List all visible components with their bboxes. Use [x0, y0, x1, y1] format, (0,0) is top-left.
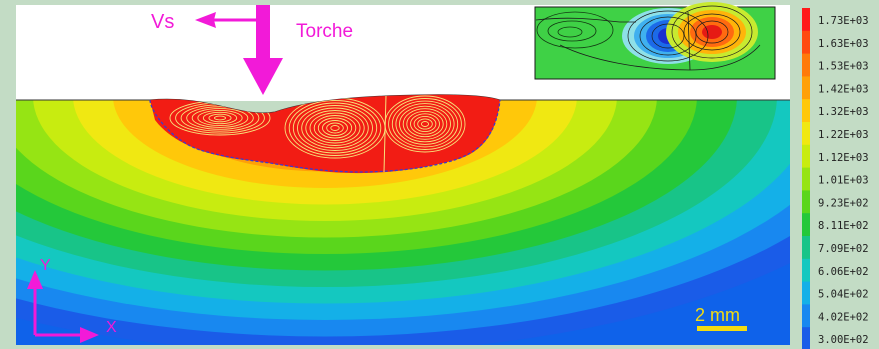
colorbar-swatch [802, 76, 810, 100]
colorbar-swatch [802, 304, 810, 328]
welding-speed-label: Vs [151, 11, 174, 33]
torch-arrow [243, 5, 283, 95]
streamline [402, 108, 448, 140]
streamline [322, 120, 348, 136]
welding-speed-arrow [195, 12, 258, 28]
scale-bar [697, 326, 747, 331]
streamline [410, 113, 440, 135]
scale-bar-label: 2 mm [695, 305, 740, 325]
streamline [420, 121, 430, 127]
colorbar-tick-label: 4.02E+02 [818, 311, 869, 323]
y-axis-label: Y [40, 257, 51, 274]
streamline [313, 115, 357, 141]
colorbar-tick-label: 6.06E+02 [818, 266, 869, 278]
colorbar-tick-label: 1.63E+03 [818, 38, 869, 50]
colorbar-tick-label: 1.42E+03 [818, 83, 869, 95]
colorbar-swatch [802, 213, 810, 237]
colorbar-tick-label: 1.32E+03 [818, 106, 869, 118]
coordinate-axes [27, 270, 99, 343]
streamline [326, 122, 344, 134]
streamline [197, 109, 243, 127]
colorbar-swatch [802, 281, 810, 305]
streamline [395, 103, 455, 145]
colorbar-swatch [802, 167, 810, 191]
torch-label: Torche [296, 21, 353, 42]
colorbar-tick-label: 1.12E+03 [818, 152, 869, 164]
streamline [292, 102, 378, 154]
streamline [388, 98, 462, 150]
inset-velocity-field [534, 2, 776, 80]
streamline [297, 105, 373, 151]
streamline [406, 110, 444, 138]
flow-streamlines [169, 95, 466, 159]
colorbar-tick-label: 7.09E+02 [818, 243, 869, 255]
streamline [202, 111, 238, 125]
flow-divider [383, 94, 387, 173]
colorbar-tick-label: 9.23E+02 [818, 197, 869, 209]
colorbar-tick-label: 5.04E+02 [818, 289, 869, 301]
streamline [391, 100, 459, 148]
streamline [288, 100, 382, 156]
temperature-colorbar: 1.73E+03 1.63E+03 1.53E+03 1.42E+03 1.32E+03… [802, 8, 869, 349]
colorbar-swatch [802, 144, 810, 169]
streamline [417, 118, 433, 130]
colorbar-swatch [802, 236, 810, 260]
colorbar-swatch [802, 8, 810, 32]
x-axis-label: X [106, 319, 117, 336]
colorbar-swatch [802, 258, 810, 283]
colorbar-swatch [802, 122, 810, 146]
streamline [186, 106, 254, 130]
colorbar-tick-label: 1.01E+03 [818, 175, 869, 187]
colorbar-tick-label: 1.22E+03 [818, 129, 869, 141]
streamline [191, 108, 249, 128]
streamline [399, 105, 451, 143]
streamline [413, 115, 437, 133]
colorbar-swatch [802, 327, 810, 349]
colorbar-swatch [802, 99, 810, 123]
streamline [317, 117, 353, 139]
streamline [301, 107, 369, 149]
colorbar-tick-label: 8.11E+02 [818, 220, 869, 232]
colorbar-swatch [802, 30, 810, 55]
colorbar-swatch [802, 190, 810, 214]
colorbar-tick-label: 1.73E+03 [818, 15, 869, 27]
streamline [208, 113, 232, 123]
streamline [305, 110, 365, 146]
streamline [309, 112, 361, 144]
streamline [213, 115, 227, 121]
colorbar-tick-label: 3.00E+02 [818, 334, 869, 346]
streamline [330, 125, 340, 131]
colorbar-swatch [802, 53, 810, 77]
colorbar-tick-label: 1.53E+03 [818, 61, 869, 73]
